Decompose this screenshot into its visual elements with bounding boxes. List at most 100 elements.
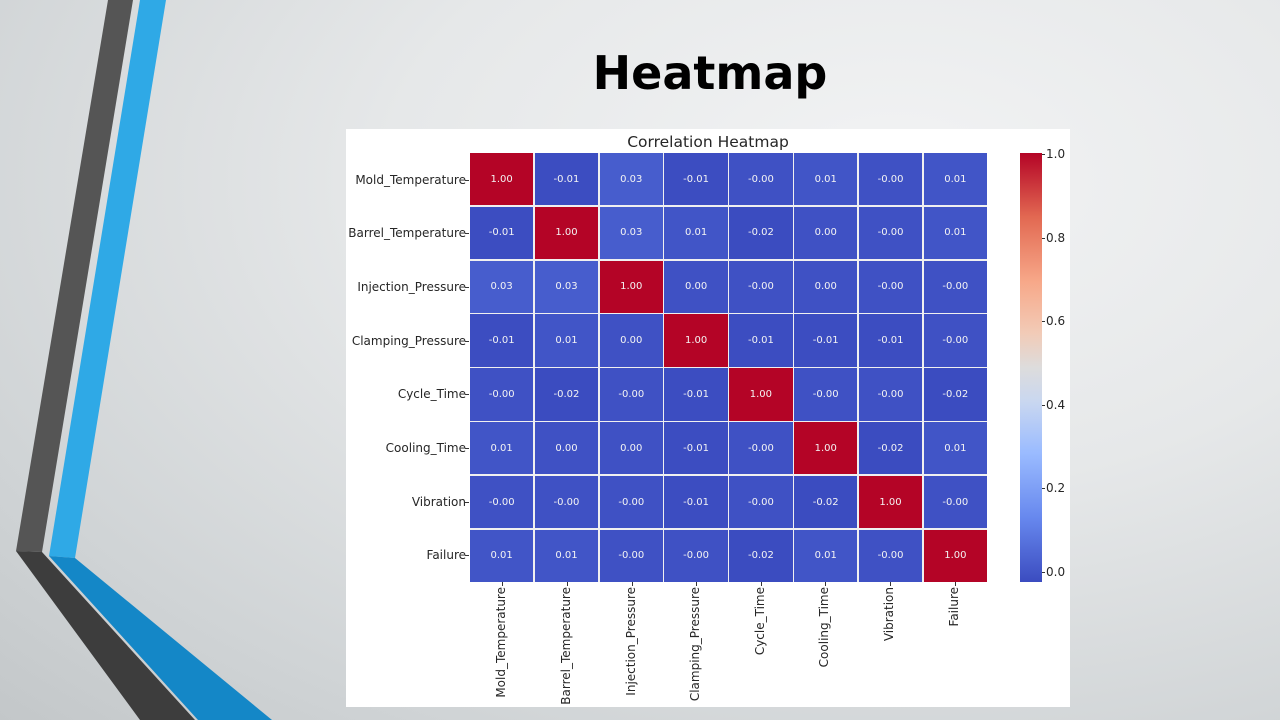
heatmap-cell: 0.01: [794, 153, 858, 206]
heatmap-cell: -0.00: [923, 260, 987, 313]
y-axis-label: Injection_Pressure: [357, 280, 466, 295]
heatmap-cell: -0.00: [858, 529, 923, 582]
y-tick: [465, 501, 469, 503]
colorbar-tick: [1042, 154, 1045, 155]
heatmap-cell: -0.01: [664, 422, 728, 475]
slide-title: Heatmap: [592, 46, 828, 100]
heatmap-cell: 0.01: [664, 206, 728, 260]
y-tick: [465, 555, 469, 557]
heatmap-cell: 0.00: [534, 422, 599, 475]
heatmap-cell: 0.01: [470, 422, 534, 475]
heatmap-cell: -0.00: [599, 529, 663, 582]
colorbar-tick-label: 0.4: [1046, 397, 1066, 412]
heatmap-chart: Correlation Heatmap 1.00 -0.01 0.03 -0.01 -0…: [346, 129, 1070, 707]
y-axis-label: Mold_Temperature: [355, 172, 466, 187]
chart-title: Correlation Heatmap: [627, 133, 789, 151]
heatmap-cell: -0.01: [858, 314, 923, 367]
colorbar: [1020, 153, 1042, 582]
heatmap-cell: -0.02: [794, 475, 858, 529]
x-axis-label: Injection_Pressure: [623, 587, 638, 696]
x-tick: [696, 582, 698, 586]
x-axis-label: Failure: [946, 587, 961, 627]
x-axis-label: Barrel_Temperature: [558, 587, 573, 705]
heatmap-cell: 1.00: [858, 475, 923, 529]
heatmap-cell: -0.01: [470, 206, 534, 260]
heatmap-cell: 1.00: [534, 206, 599, 260]
x-axis-label: Clamping_Pressure: [688, 587, 703, 702]
heatmap-cell: -0.00: [664, 529, 728, 582]
y-axis-label: Barrel_Temperature: [348, 226, 466, 241]
heatmap-cell: -0.01: [664, 153, 728, 206]
x-tick: [890, 582, 892, 586]
heatmap-grid: 1.00 -0.01 0.03 -0.01 -0.00 0.01 -0.00 0.01 -0.0…: [470, 153, 987, 582]
heatmap-cell: -0.00: [599, 475, 663, 529]
y-axis-label: Clamping_Pressure: [351, 333, 466, 348]
x-tick: [954, 582, 956, 586]
y-tick: [465, 233, 469, 235]
x-tick: [502, 582, 504, 586]
heatmap-cell: -0.01: [534, 153, 599, 206]
heatmap-cell: 0.01: [923, 422, 987, 475]
heatmap-cell: 0.00: [664, 260, 728, 313]
x-tick: [566, 582, 568, 586]
heatmap-cell: 0.00: [599, 422, 663, 475]
heatmap-cell: 0.01: [470, 529, 534, 582]
heatmap-cell: -0.00: [858, 206, 923, 260]
heatmap-cell: 0.01: [794, 529, 858, 582]
x-axis-label: Cycle_Time: [752, 587, 767, 656]
heatmap-cell: -0.00: [729, 260, 793, 313]
heatmap-cell: 0.01: [534, 529, 599, 582]
dark-stripe-diagonal: [16, 551, 195, 720]
blue-stripe-vertical: [49, 0, 166, 558]
heatmap-cell: -0.01: [470, 314, 534, 367]
heatmap-cell: 1.00: [664, 314, 728, 367]
heatmap-cell: -0.02: [729, 529, 793, 582]
heatmap-cell: 0.03: [534, 260, 599, 313]
heatmap-cell: 0.00: [599, 314, 663, 367]
colorbar-tick: [1042, 404, 1045, 406]
heatmap-cell: -0.00: [729, 475, 793, 529]
heatmap-cell: 1.00: [470, 153, 534, 206]
decorative-stripes: [16, 0, 272, 720]
heatmap-cell: 0.03: [599, 206, 663, 260]
heatmap-cell: 1.00: [794, 422, 858, 475]
heatmap-cell: -0.00: [858, 260, 923, 313]
heatmap-cell: 0.01: [923, 153, 987, 206]
y-axis-label: Cycle_Time: [397, 387, 466, 402]
heatmap-cell: 1.00: [729, 368, 793, 421]
heatmap-cell: -0.02: [729, 206, 793, 260]
heatmap-cell: -0.01: [794, 314, 858, 367]
x-axis-label: Mold_Temperature: [494, 587, 509, 698]
heatmap-cell: -0.01: [664, 368, 728, 421]
y-tick: [465, 447, 469, 449]
heatmap-cell: -0.02: [923, 368, 987, 421]
y-tick: [465, 394, 469, 396]
colorbar-tick: [1042, 488, 1045, 490]
heatmap-cell: 1.00: [599, 260, 663, 313]
heatmap-cell: -0.00: [470, 475, 534, 529]
y-axis-label: Vibration: [411, 494, 466, 509]
x-tick: [825, 582, 827, 586]
heatmap-cell: -0.01: [664, 475, 728, 529]
heatmap-cell: -0.02: [858, 422, 923, 475]
heatmap-cell: 0.00: [794, 206, 858, 260]
heatmap-cell: 0.01: [923, 206, 987, 260]
heatmap-cell: -0.00: [470, 368, 534, 421]
colorbar-tick-label: 0.6: [1046, 314, 1066, 329]
heatmap-cell: -0.00: [729, 153, 793, 206]
heatmap-cell: -0.00: [858, 153, 923, 206]
y-tick: [465, 287, 469, 289]
heatmap-cell: -0.00: [923, 475, 987, 529]
colorbar-tick-label: 0.8: [1046, 230, 1066, 245]
heatmap-cell: -0.00: [534, 475, 599, 529]
y-axis-label: Failure: [426, 548, 466, 563]
x-tick: [631, 582, 633, 586]
x-tick: [760, 582, 762, 586]
y-tick: [465, 179, 469, 181]
heatmap-cell: -0.02: [534, 368, 599, 421]
heatmap-cell: 0.01: [534, 314, 599, 367]
heatmap-cell: 0.03: [599, 153, 663, 206]
y-axis-label: Cooling_Time: [385, 440, 466, 455]
y-tick: [465, 340, 469, 342]
heatmap-cell: -0.00: [923, 314, 987, 367]
